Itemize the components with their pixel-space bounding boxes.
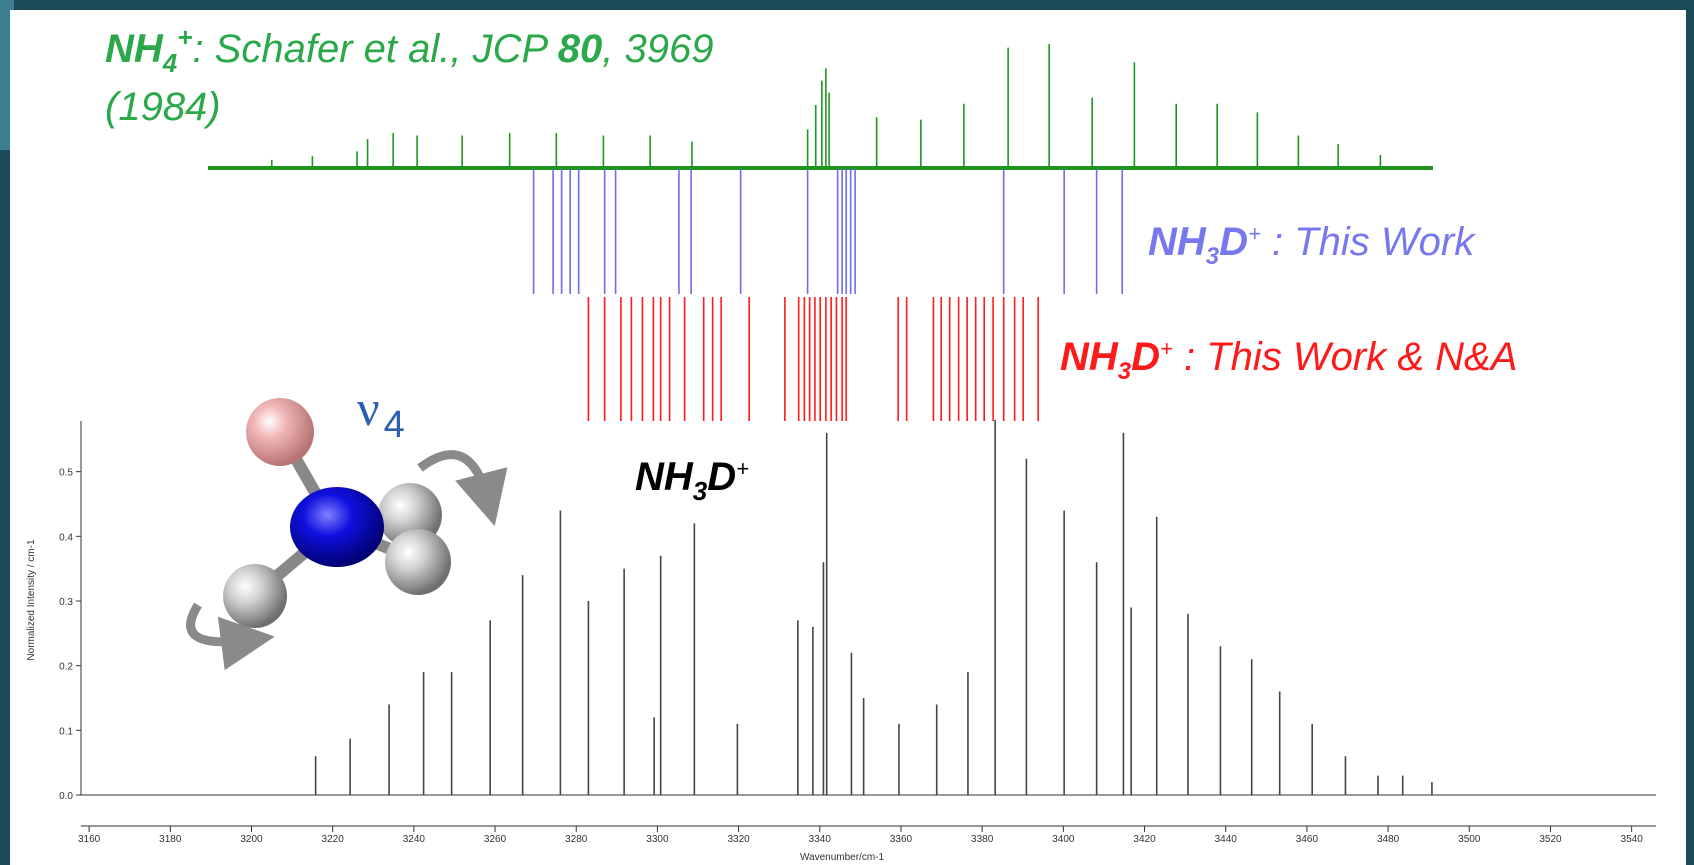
- formula-sup: +: [177, 22, 192, 52]
- formula: NH: [635, 455, 694, 499]
- label-text: : This Work & N&A: [1173, 335, 1518, 379]
- x-tick-label: 3420: [1133, 834, 1156, 845]
- label-text: : This Work: [1261, 220, 1476, 264]
- reference-label: NH4+: Schafer et al., JCP 80, 3969: [105, 22, 714, 78]
- y-tick-label: 0.3: [59, 597, 73, 608]
- x-axis-label: Wavenumber/cm-1: [800, 852, 885, 863]
- x-tick-label: 3180: [159, 834, 182, 845]
- x-tick-label: 3500: [1458, 834, 1481, 845]
- mode-symbol: ν: [357, 380, 380, 436]
- citation-year: (1984): [105, 85, 221, 129]
- blue-label: NH3D+ : This Work: [1148, 220, 1476, 270]
- citation: : Schafer et al., JCP: [192, 27, 557, 71]
- y-tick-label: 0.5: [59, 468, 73, 479]
- x-tick-label: 3460: [1296, 834, 1319, 845]
- x-tick-label: 3340: [809, 834, 832, 845]
- y-axis-label: Normalized Intensity / cm-1: [26, 539, 37, 661]
- citation-volume: 80: [558, 27, 603, 71]
- y-tick-label: 0.0: [59, 791, 73, 802]
- mode-index: 4: [384, 404, 405, 446]
- y-tick-label: 0.1: [59, 726, 73, 737]
- x-tick-label: 3280: [565, 834, 588, 845]
- formula: NH: [105, 27, 164, 71]
- molecule: [186, 398, 508, 671]
- formula-sup: +: [1248, 221, 1261, 246]
- formula: NH: [1148, 220, 1207, 264]
- x-tick-label: 3200: [240, 834, 263, 845]
- formula-sub: 3: [1206, 243, 1220, 270]
- x-tick-label: 3320: [727, 834, 750, 845]
- formula-d: D: [1219, 220, 1248, 264]
- x-tick-label: 3440: [1215, 834, 1238, 845]
- x-tick-label: 3480: [1377, 834, 1400, 845]
- formula-sub: 4: [162, 48, 178, 78]
- red-label: NH3D+ : This Work & N&A: [1060, 335, 1517, 385]
- y-tick-label: 0.4: [59, 532, 73, 543]
- x-tick-label: 3260: [484, 834, 507, 845]
- series-label: NH3D+: [635, 455, 749, 506]
- formula-sup: +: [1160, 336, 1173, 361]
- x-tick-label: 3240: [403, 834, 426, 845]
- formula-sub: 3: [1118, 358, 1132, 385]
- x-tick-label: 3220: [322, 834, 345, 845]
- formula-sup: +: [736, 456, 749, 481]
- x-tick-label: 3540: [1621, 834, 1644, 845]
- formula-d: D: [707, 455, 736, 499]
- x-tick-label: 3400: [1052, 834, 1075, 845]
- formula-d: D: [1131, 335, 1160, 379]
- citation-page: , 3969: [602, 27, 713, 71]
- x-tick-label: 3300: [646, 834, 669, 845]
- x-tick-label: 3380: [971, 834, 994, 845]
- x-tick-label: 3360: [890, 834, 913, 845]
- formula: NH: [1060, 335, 1119, 379]
- x-tick-label: 3520: [1539, 834, 1562, 845]
- x-tick-label: 3160: [78, 834, 101, 845]
- formula-sub: 3: [693, 476, 708, 506]
- y-tick-label: 0.2: [59, 662, 73, 673]
